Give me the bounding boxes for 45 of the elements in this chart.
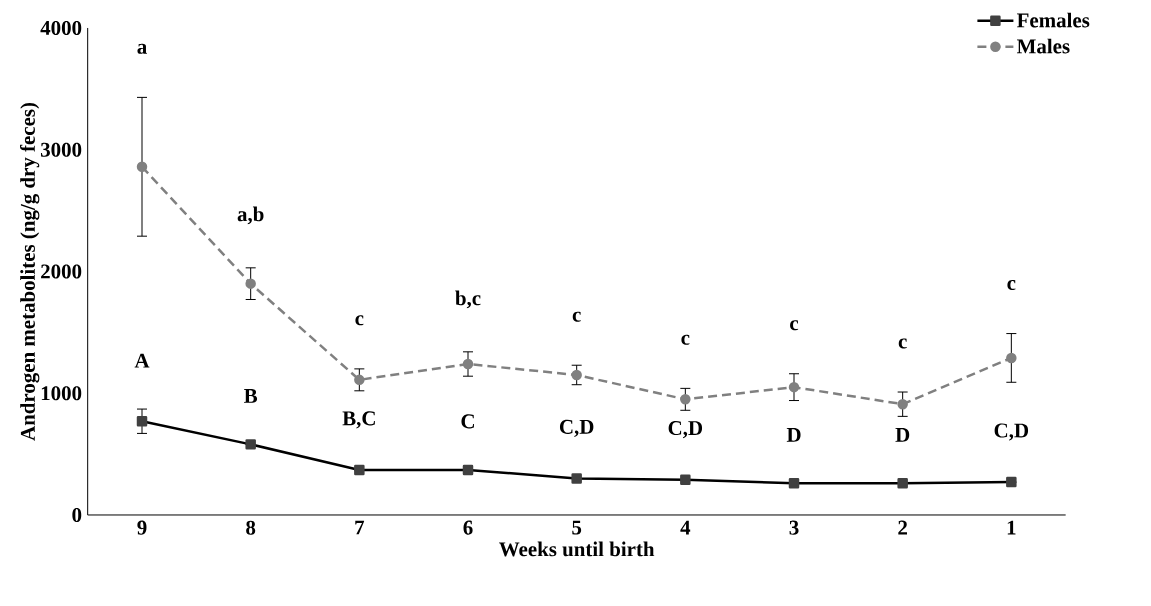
annotation: D (786, 428, 801, 442)
y-tick-label: 2000 (41, 264, 82, 279)
y-tick-label: 1000 (41, 386, 82, 401)
legend-label: Males (1016, 38, 1070, 54)
point (136, 161, 148, 173)
annotation: C,D (668, 421, 703, 439)
y-axis-title: Androgen metabolites (ng/g dry feces) (20, 102, 40, 441)
annotation: a,b (237, 206, 264, 225)
x-tick-label: 7 (355, 520, 365, 535)
annotation: c (898, 338, 907, 349)
y-tick-label: 0 (72, 507, 82, 523)
x-tick-label: 1 (1007, 520, 1016, 535)
annotation: b,c (455, 290, 481, 309)
x-tick-label: 2 (898, 520, 907, 535)
x-tick-label: 3 (789, 520, 799, 535)
annotation: c (681, 334, 690, 345)
annotation: B (244, 389, 258, 403)
y-tick-label: 3000 (40, 142, 82, 157)
x-tick-label: 5 (572, 520, 582, 535)
annotation: c (1007, 280, 1016, 291)
annotation: C,D (994, 423, 1029, 441)
x-axis-title: Weeks until birth (499, 541, 655, 557)
y-tick-label: 4000 (40, 20, 82, 36)
point (1006, 352, 1017, 364)
x-tick-label: 6 (463, 520, 473, 535)
point (462, 358, 474, 370)
point (788, 381, 800, 393)
annotation: c (355, 315, 364, 326)
annotation: D (895, 428, 910, 442)
x-tick-label: 9 (137, 520, 147, 535)
annotation: C,D (559, 419, 594, 437)
legend-label: Females (1016, 12, 1090, 28)
point (354, 374, 365, 386)
point (571, 369, 582, 381)
annotation: B,C (342, 411, 375, 429)
annotation: A (134, 353, 150, 368)
annotation: C (461, 414, 474, 429)
x-tick-label: 4 (680, 520, 691, 535)
x-tick-label: 8 (246, 520, 256, 535)
point (680, 394, 691, 405)
annotation: c (790, 320, 799, 331)
point (897, 398, 908, 410)
annotation: c (572, 311, 581, 322)
point (245, 278, 256, 289)
annotation: a (137, 43, 147, 54)
